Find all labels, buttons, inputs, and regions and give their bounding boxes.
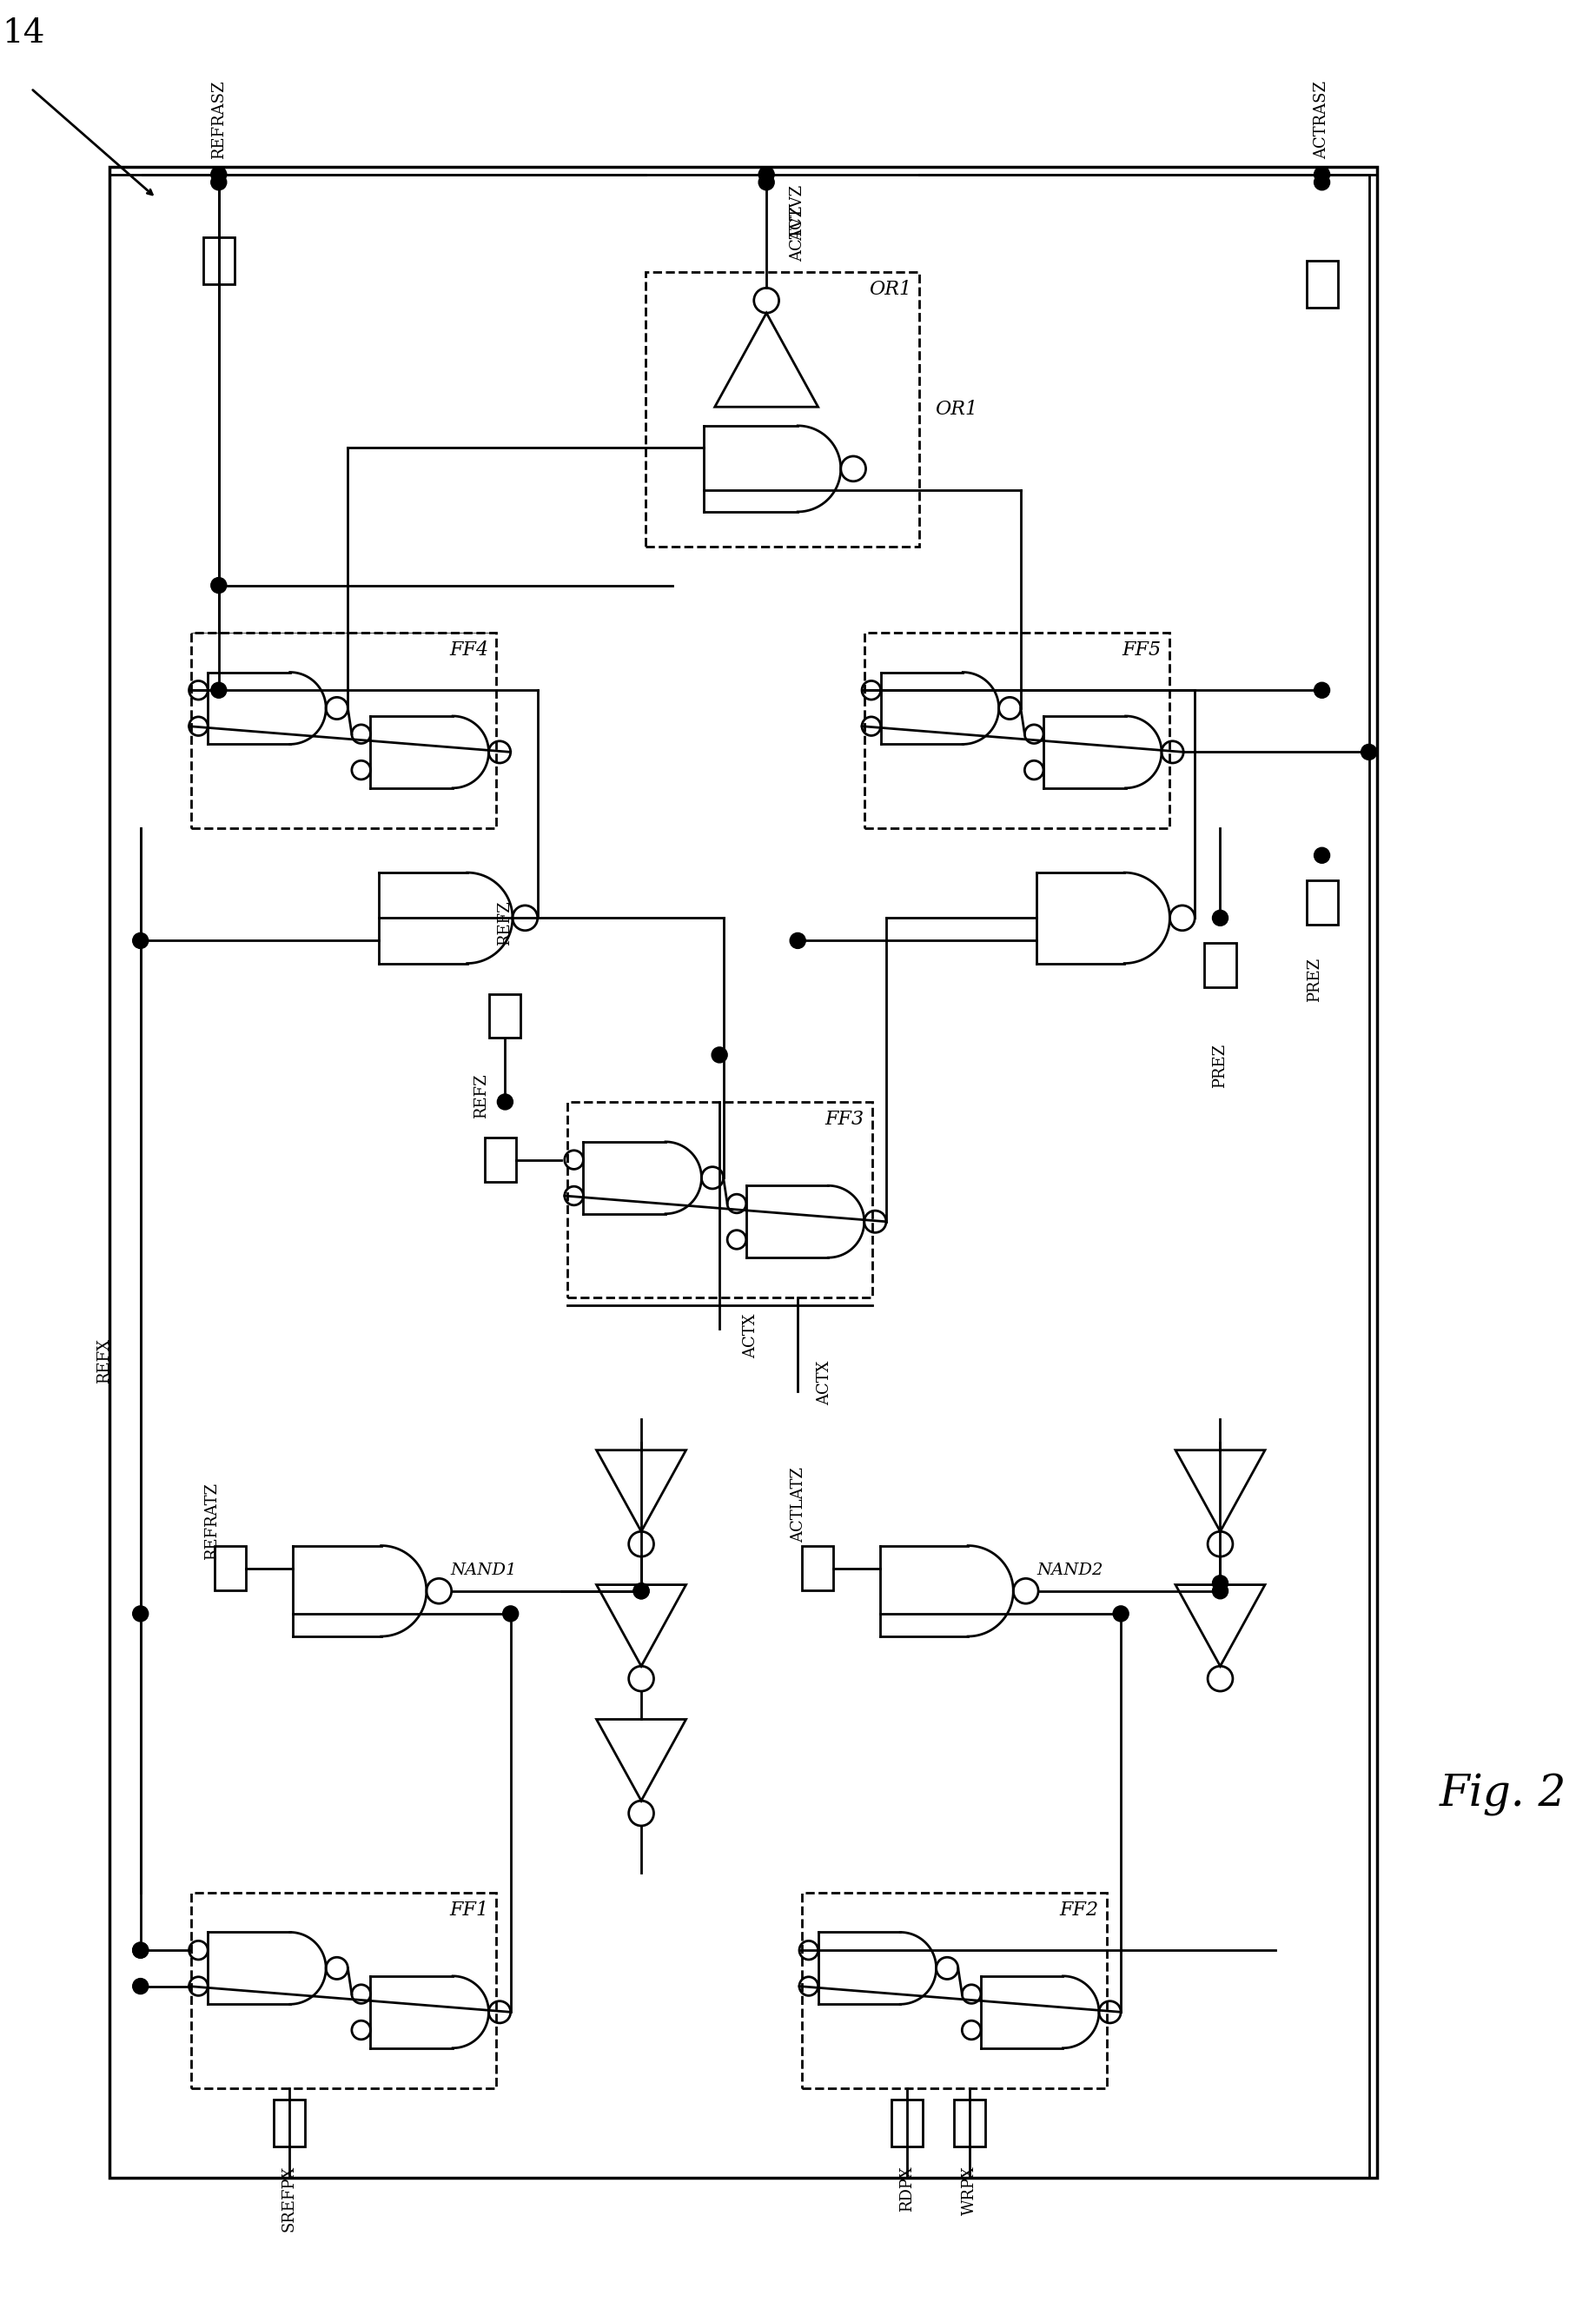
Text: PREZ: PREZ <box>1213 1044 1227 1088</box>
Circle shape <box>790 933 806 949</box>
Circle shape <box>503 1605 519 1621</box>
Circle shape <box>1314 683 1329 697</box>
Bar <box>865 633 1170 829</box>
Bar <box>801 1547 833 1591</box>
Bar <box>954 2099 985 2147</box>
Circle shape <box>634 1584 650 1598</box>
Bar <box>192 1893 496 2087</box>
Bar <box>567 1101 871 1298</box>
Bar <box>109 166 1377 2177</box>
Text: FF5: FF5 <box>1122 640 1162 660</box>
Bar <box>203 238 235 284</box>
Circle shape <box>211 683 227 697</box>
Circle shape <box>211 577 227 593</box>
Text: OR1: OR1 <box>935 399 977 418</box>
Text: FF4: FF4 <box>450 640 488 660</box>
Text: FF1: FF1 <box>450 1900 488 1919</box>
Circle shape <box>758 166 774 182</box>
Text: ACTX: ACTX <box>744 1314 758 1358</box>
Text: ACTX: ACTX <box>817 1360 832 1404</box>
Bar <box>485 1138 516 1182</box>
Text: FF2: FF2 <box>1060 1900 1100 1919</box>
Circle shape <box>1213 1584 1227 1598</box>
Text: RDPX: RDPX <box>900 2166 915 2212</box>
Text: ACTVZ: ACTVZ <box>790 206 806 261</box>
Text: WRPX: WRPX <box>962 2166 978 2214</box>
Text: Fig. 2: Fig. 2 <box>1440 1773 1567 1815</box>
Bar <box>801 1893 1106 2087</box>
Circle shape <box>211 175 227 189</box>
Circle shape <box>1314 847 1329 864</box>
Circle shape <box>211 166 227 182</box>
Bar <box>490 993 520 1037</box>
Bar <box>645 272 919 547</box>
Text: NAND1: NAND1 <box>450 1563 516 1579</box>
Text: REFRASZ: REFRASZ <box>211 81 227 159</box>
Circle shape <box>634 1584 650 1598</box>
Text: SREFPX: SREFPX <box>281 2166 297 2233</box>
Circle shape <box>132 1942 148 1958</box>
Bar <box>215 1547 246 1591</box>
Text: REFRATZ: REFRATZ <box>204 1482 220 1559</box>
Text: OR1: OR1 <box>868 279 911 300</box>
Text: FF3: FF3 <box>825 1111 865 1129</box>
Bar <box>192 633 496 829</box>
Text: ACTLATZ: ACTLATZ <box>790 1466 806 1542</box>
Circle shape <box>1314 166 1329 182</box>
Bar <box>1306 880 1337 924</box>
Circle shape <box>1361 743 1377 760</box>
Text: REFZ: REFZ <box>498 901 512 944</box>
Circle shape <box>498 1094 512 1111</box>
Circle shape <box>132 1979 148 1995</box>
Bar <box>892 2099 922 2147</box>
Bar <box>1306 261 1337 307</box>
Bar <box>1205 942 1235 986</box>
Text: ACTVZ: ACTVZ <box>790 185 806 240</box>
Text: ACTRASZ: ACTRASZ <box>1314 81 1329 159</box>
Circle shape <box>132 933 148 949</box>
Circle shape <box>132 1942 148 1958</box>
Circle shape <box>712 1046 728 1062</box>
Circle shape <box>132 1605 148 1621</box>
Text: NAND2: NAND2 <box>1037 1563 1103 1579</box>
Text: REFX: REFX <box>97 1339 112 1383</box>
Text: REFZ: REFZ <box>474 1074 490 1118</box>
Circle shape <box>1213 1575 1227 1591</box>
Text: 14: 14 <box>2 16 45 48</box>
Circle shape <box>1314 175 1329 189</box>
Circle shape <box>1213 910 1227 926</box>
Circle shape <box>758 175 774 189</box>
Bar <box>273 2099 305 2147</box>
Circle shape <box>1112 1605 1128 1621</box>
Text: PREZ: PREZ <box>1306 958 1321 1002</box>
